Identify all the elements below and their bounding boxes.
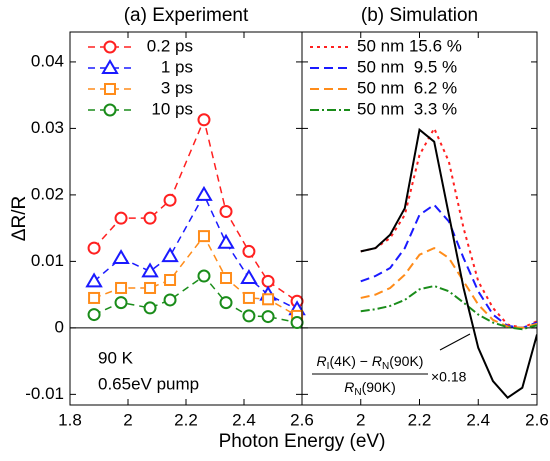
formula-part: I [327, 361, 330, 372]
marker [143, 301, 157, 315]
y-tick-label: 0.02 [31, 184, 64, 203]
formula-part: (4K) − [329, 353, 371, 369]
marker [197, 113, 211, 127]
marker [88, 291, 101, 304]
legend-label: 50 nm 3.3 % [357, 99, 457, 118]
y-tick-label: 0.01 [31, 251, 64, 270]
x-tick-label: 2.6 [290, 410, 314, 429]
x-tick-label: 2.2 [408, 410, 432, 429]
marker [219, 296, 233, 310]
series-line [360, 284, 537, 331]
marker [143, 211, 157, 225]
formula-num: RI(4K) − RN(90K) [317, 353, 424, 372]
annotation: 0.65eV pump [98, 374, 199, 393]
formula-part: R [317, 353, 327, 369]
marker [141, 262, 159, 278]
formula-part: R [372, 353, 382, 369]
marker [101, 59, 119, 74]
formula-den: RN(90K) [344, 379, 396, 398]
pointer [439, 333, 471, 351]
marker [242, 309, 256, 323]
marker [103, 40, 117, 54]
formula-part: N [354, 387, 361, 398]
x-tick-label: 2.6 [525, 410, 549, 429]
marker [290, 316, 304, 330]
marker [114, 211, 128, 225]
marker [242, 244, 256, 258]
y-tick-label: 0.04 [31, 51, 64, 70]
marker [197, 230, 210, 243]
series-line [360, 126, 537, 329]
marker [163, 293, 177, 307]
y-axis-label: ΔR/R [9, 196, 30, 241]
marker [261, 274, 275, 288]
marker [195, 185, 213, 201]
legend-label: 50 nm 15.6 % [357, 36, 462, 55]
formula-part: R [344, 379, 354, 395]
y-tick-label: -0.01 [25, 384, 64, 403]
annotation: 90 K [98, 348, 134, 367]
formula-part: (90K) [362, 379, 396, 395]
marker [104, 83, 116, 95]
x-axis-label: Photon Energy (eV) [219, 431, 386, 452]
marker [261, 310, 275, 324]
marker [161, 247, 179, 263]
marker [164, 274, 177, 287]
marker [114, 296, 128, 310]
x-tick-label: 1.8 [58, 410, 82, 429]
marker [240, 269, 258, 285]
series-line [360, 246, 537, 329]
formula-part: (90K) [389, 353, 423, 369]
formula-factor: ×0.18 [431, 369, 467, 385]
x-tick-label: 2.2 [174, 410, 198, 429]
marker [144, 281, 157, 294]
panel-title: (b) Simulation [361, 5, 478, 26]
legend-label: 3 ps [161, 78, 193, 97]
marker [115, 281, 128, 294]
marker [219, 205, 233, 219]
marker [87, 308, 101, 322]
y-tick-label: 0 [55, 317, 64, 336]
marker [262, 293, 275, 306]
marker [87, 241, 101, 255]
marker [217, 233, 235, 249]
legend-label: 50 nm 6.2 % [357, 78, 457, 97]
series-line [360, 127, 537, 400]
marker [85, 272, 103, 288]
marker [163, 193, 177, 207]
marker [242, 291, 255, 304]
y-tick-label: 0.03 [31, 118, 64, 137]
formula-part: N [382, 361, 389, 372]
panel-title: (a) Experiment [124, 5, 249, 26]
x-tick-label: 2 [356, 410, 365, 429]
marker [197, 269, 211, 283]
marker [103, 103, 117, 117]
x-tick-label: 2.4 [232, 410, 256, 429]
x-tick-label: 2 [123, 410, 132, 429]
legend-label: 1 ps [161, 57, 193, 76]
legend-label: 50 nm 9.5 % [357, 57, 457, 76]
legend-label: 0.2 ps [147, 36, 193, 55]
x-tick-label: 2.4 [466, 410, 490, 429]
legend-label: 10 ps [151, 99, 193, 118]
marker [112, 249, 130, 265]
series-line [360, 203, 537, 329]
marker [220, 272, 233, 285]
